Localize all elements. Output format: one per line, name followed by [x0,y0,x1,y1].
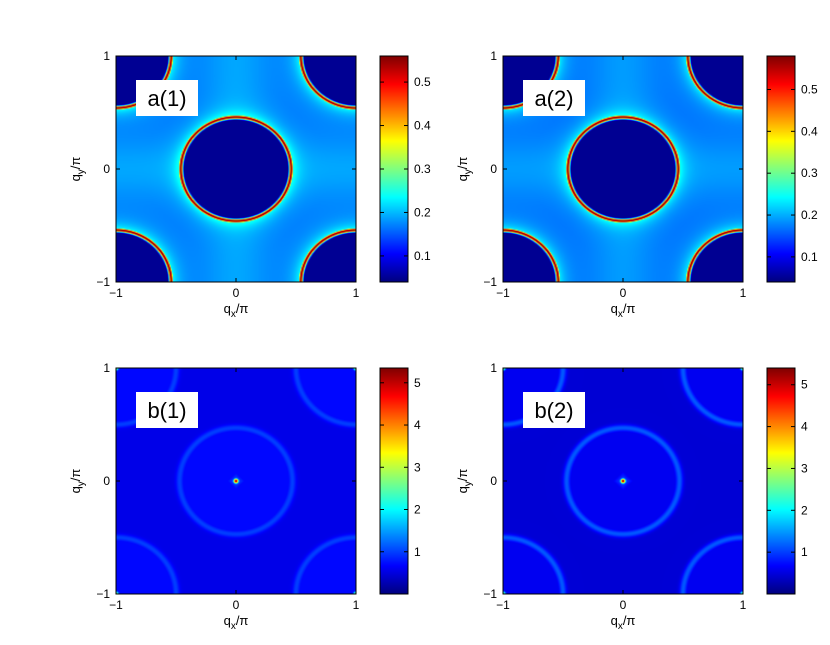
panel-label: b(2) [534,398,573,423]
colorbar-tick-label: 1 [801,545,808,559]
panel-label-box [523,80,585,116]
y-tick-label: 0 [103,474,110,488]
colorbar-tick-label: 0.3 [801,166,818,180]
x-tick-label: 1 [740,598,747,612]
y-tick-label: 0 [103,162,110,176]
y-axis-label: qy/π [455,469,474,494]
panel-label: a(2) [534,86,573,111]
x-axis-label: qx/π [224,301,249,320]
y-tick-label: 1 [490,49,497,63]
colorbar-tick-label: 2 [801,503,808,517]
colorbar-tick-label: 0.5 [414,75,431,89]
colorbar [380,56,408,282]
y-tick-label: −1 [96,275,110,289]
x-tick-label: −1 [496,286,510,300]
panel-a2: −1 0 1 −1 0 1 qx/π qy/π a(2) 0.1 0.2 0.3 0.4 0.5 [455,49,818,320]
y-axis-label: qy/π [68,469,87,494]
x-tick-label: 0 [620,598,627,612]
colorbar-tick-label: 3 [801,461,808,475]
colorbar-tick-label: 0.2 [414,205,431,219]
y-tick-label: −1 [96,587,110,601]
panel-label: a(1) [147,86,186,111]
panel-label: b(1) [147,398,186,423]
x-axis-label: qx/π [224,613,249,632]
x-tick-label: 0 [233,598,240,612]
panel-label-box [136,392,198,428]
panel-label-box [136,80,198,116]
y-axis-label: qy/π [68,157,87,182]
colorbar-tick-label: 0.4 [801,124,818,138]
x-tick-label: 1 [353,598,360,612]
colorbar-tick-label: 1 [414,545,421,559]
colorbar-tick-label: 0.2 [801,208,818,222]
panel-label-box [523,392,585,428]
x-tick-label: −1 [496,598,510,612]
y-tick-label: 0 [490,474,497,488]
colorbar-tick-label: 5 [414,376,421,390]
x-tick-label: 1 [353,286,360,300]
panel-b1: −1 0 1 −1 0 1 qx/π qy/π b(1) 1 2 3 4 5 [68,361,421,632]
x-tick-label: 1 [740,286,747,300]
y-tick-label: 0 [490,162,497,176]
colorbar-tick-label: 3 [414,460,421,474]
colorbar-tick-label: 5 [801,378,808,392]
x-axis-label: qx/π [611,301,636,320]
colorbar-tick-label: 0.5 [801,82,818,96]
panel-b2: −1 0 1 −1 0 1 qx/π qy/π b(2) 1 2 3 4 5 [455,361,808,632]
x-axis-label: qx/π [611,613,636,632]
colorbar-tick-label: 4 [414,418,421,432]
x-tick-label: −1 [109,286,123,300]
y-tick-label: 1 [103,361,110,375]
colorbar-tick-label: 0.4 [414,119,431,133]
y-tick-label: −1 [483,275,497,289]
y-axis-label: qy/π [455,157,474,182]
colorbar [767,368,795,594]
x-tick-label: 0 [233,286,240,300]
y-tick-label: 1 [490,361,497,375]
colorbar-tick-label: 2 [414,503,421,517]
colorbar-tick-label: 0.1 [414,249,431,263]
colorbar-frame [766,367,796,595]
colorbar-tick-label: 0.3 [414,162,431,176]
colorbar [767,56,795,282]
colorbar [380,368,408,594]
colorbar-tick-label: 0.1 [801,250,818,264]
colorbar-frame [766,55,796,283]
colorbar-frame [379,367,409,595]
y-tick-label: −1 [483,587,497,601]
x-tick-label: 0 [620,286,627,300]
y-tick-label: 1 [103,49,110,63]
colorbar-tick-label: 4 [801,420,808,434]
x-tick-label: −1 [109,598,123,612]
panel-a1: −1 0 1 −1 0 1 qx/π qy/π a(1) 0.1 0.2 0.3 0.4 0.5 [68,49,431,320]
